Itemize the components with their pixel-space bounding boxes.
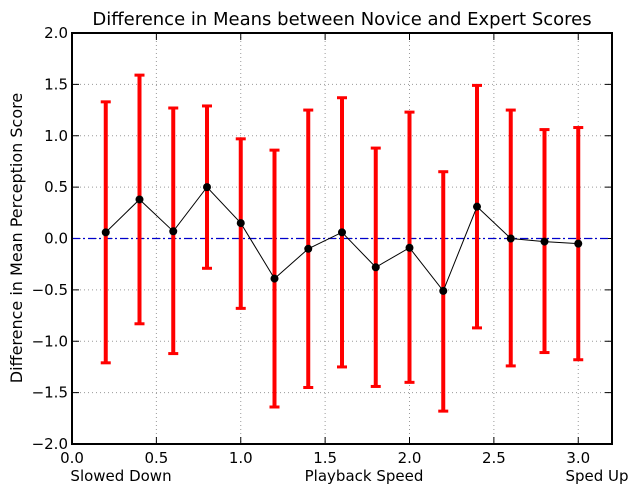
x-tick-label: 1.0 [229,449,253,467]
x-axis-label: Playback Speed [305,467,424,485]
y-tick-labels: −2.0 −1.5 −1.0 −0.5 0.0 0.5 1.0 1.5 2.0 [32,24,68,453]
plot-frame [71,32,613,445]
y-tick-label: −1.0 [32,332,68,350]
data-points [101,183,583,295]
y-tick-label: 2.0 [44,24,68,42]
data-point [371,263,380,272]
data-point [540,237,549,246]
x-tick-label: 1.5 [313,449,337,467]
y-tick-label: 1.0 [44,127,68,145]
y-tick-label: 0.5 [44,178,68,196]
x-tick-labels: 0.0 0.5 1.0 1.5 2.0 2.5 3.0 [60,449,590,467]
data-point [439,286,448,295]
data-point [135,195,144,204]
y-tick-label: 0.0 [44,230,68,248]
data-point [169,227,178,236]
data-point [304,244,313,253]
data-point [338,228,346,237]
data-point [203,183,211,192]
x-tick-label: 2.0 [398,449,422,467]
data-point [574,239,583,248]
y-tick-label: −1.5 [32,384,68,402]
x-tick-label: 0.0 [60,449,84,467]
data-point [405,243,414,252]
x-end-label-left: Slowed Down [70,467,171,485]
x-tick-label: 0.5 [144,449,168,467]
y-tick-label: −2.0 [32,435,68,453]
grid [71,32,612,445]
y-tick-label: 1.5 [44,75,68,93]
y-tick-label: −0.5 [32,281,68,299]
x-tick-label: 2.5 [482,449,506,467]
x-end-label-right: Sped Up [565,467,628,485]
y-axis-label: Difference in Mean Perception Score [7,93,26,383]
data-point [506,234,515,243]
data-point [236,219,245,228]
chart-title: Difference in Means between Novice and E… [92,9,591,30]
data-point [270,274,279,283]
data-point [101,228,110,237]
data-point [473,202,481,211]
error-bars [100,73,584,413]
x-tick-label: 3.0 [566,449,590,467]
